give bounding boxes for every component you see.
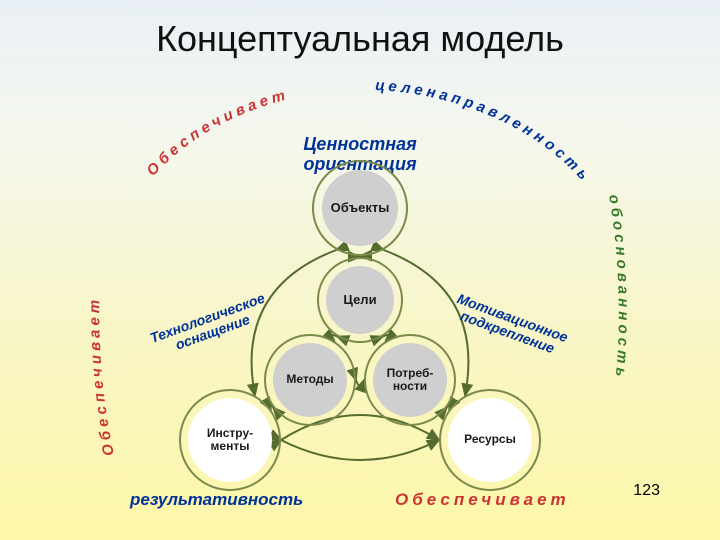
node-label-resources: Ресурсы bbox=[448, 398, 532, 482]
curved-label-top-left: Обеспечивает bbox=[143, 86, 290, 179]
node-label-goals: Цели bbox=[326, 266, 394, 334]
page-title: Концептуальная модель bbox=[0, 18, 720, 60]
curved-label-side-right: обоснованность bbox=[605, 193, 632, 381]
node-resources: Ресурсы bbox=[439, 389, 541, 491]
bottom-label-right: Обеспечивает bbox=[395, 490, 570, 510]
node-label-needs: Потреб-ности bbox=[373, 343, 447, 417]
node-label-methods: Методы bbox=[273, 343, 347, 417]
node-label-objects: Объекты bbox=[322, 170, 398, 246]
curved-label-side-left: Обеспечивает bbox=[86, 296, 118, 457]
diagram-stage: Обеспечивает целенаправленность Обеспечи… bbox=[0, 70, 720, 510]
node-objects: Объекты bbox=[312, 160, 408, 256]
node-label-tools: Инстру-менты bbox=[188, 398, 272, 482]
bottom-label-left: результативность bbox=[130, 490, 303, 510]
node-goals: Цели bbox=[317, 257, 403, 343]
node-tools: Инстру-менты bbox=[179, 389, 281, 491]
